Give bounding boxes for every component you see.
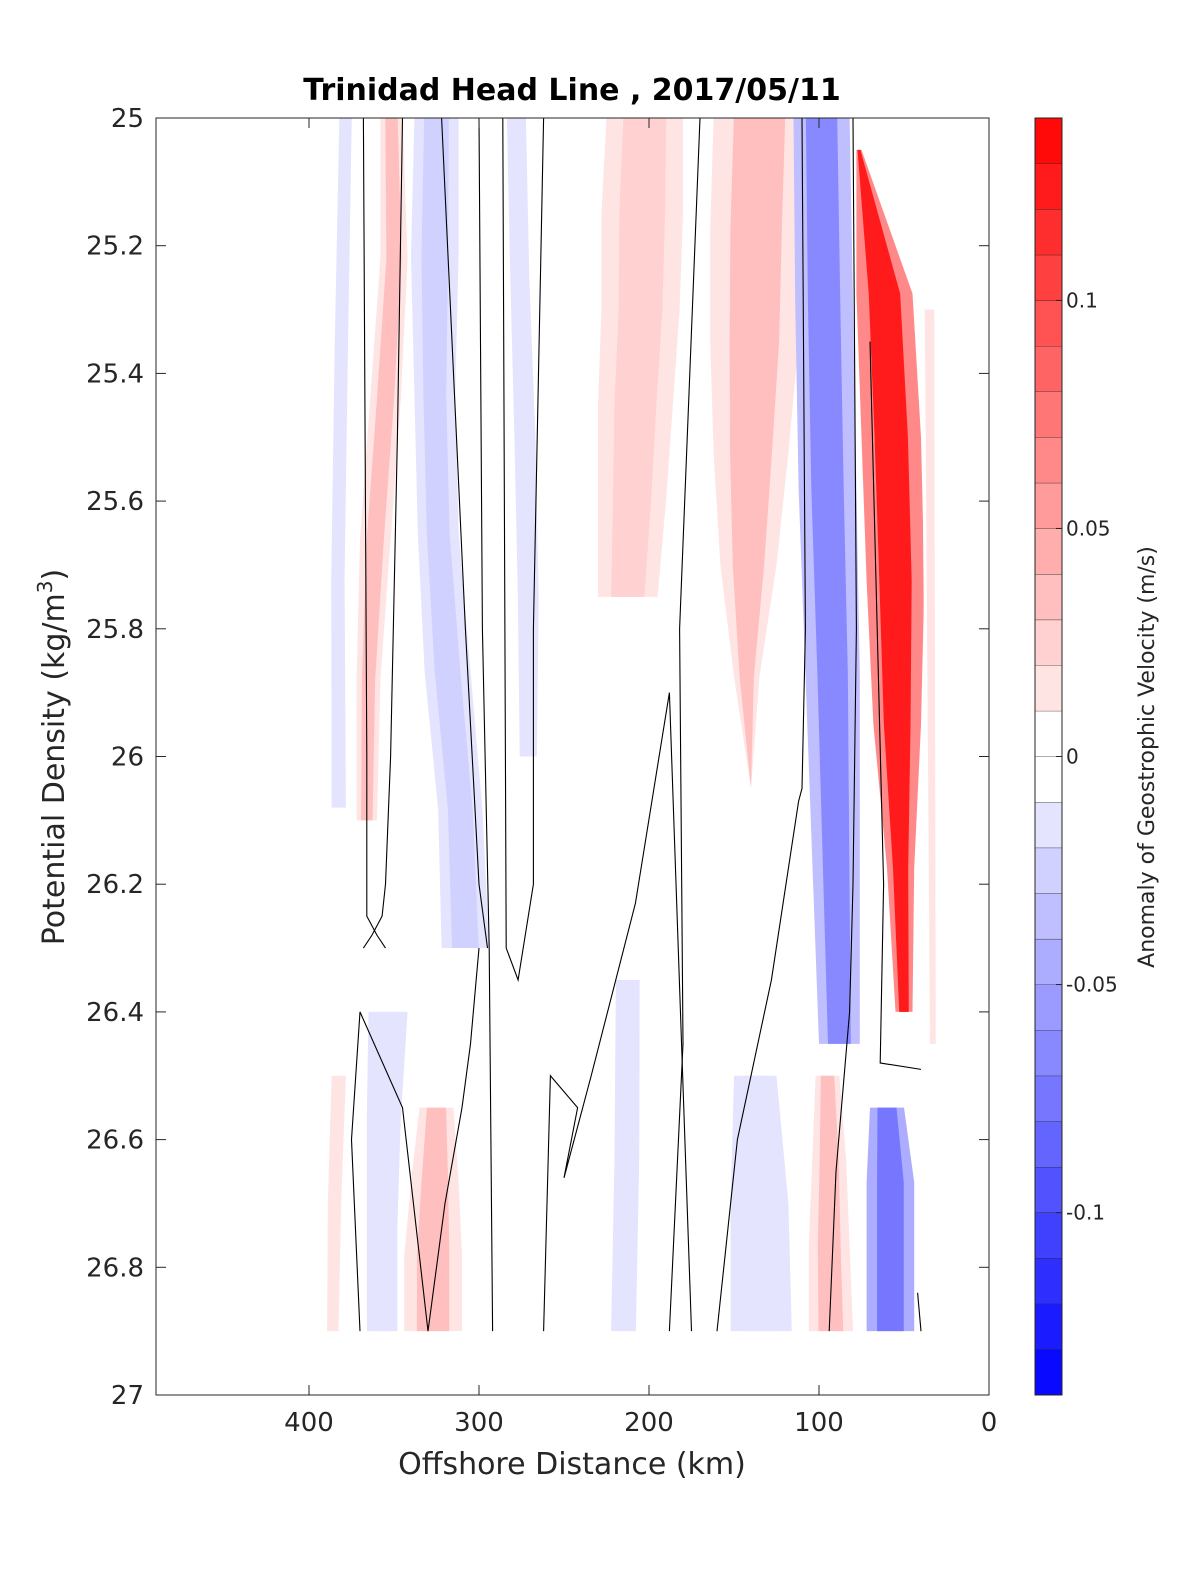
colorbar-level xyxy=(1035,710,1062,757)
colorbar-level xyxy=(1035,346,1062,392)
colorbar-level xyxy=(1035,619,1062,666)
plot-area xyxy=(155,117,990,1396)
y-tick-label: 26.2 xyxy=(86,870,144,900)
colorbar-level xyxy=(1035,209,1062,255)
colorbar-level xyxy=(1035,847,1062,894)
x-tick-label: 100 xyxy=(794,1408,844,1438)
x-tick-label: 300 xyxy=(454,1408,504,1438)
colorbar-level xyxy=(1035,1303,1062,1350)
y-tick-label: 25.2 xyxy=(86,232,144,262)
colorbar-level xyxy=(1035,300,1062,347)
colorbar-level xyxy=(1035,1212,1062,1259)
colorbar-tick-label: 0 xyxy=(1066,745,1079,769)
velocity-band xyxy=(924,309,936,1044)
colorbar-level xyxy=(1035,665,1062,711)
colorbar-level xyxy=(1035,437,1062,483)
zero-contour-line xyxy=(917,1292,922,1332)
velocity-band xyxy=(805,118,851,1044)
zero-contour-line xyxy=(828,118,857,1332)
zero-contour-line xyxy=(716,118,806,1332)
colorbar-tick-label: -0.05 xyxy=(1066,973,1118,997)
velocity-band xyxy=(611,979,640,1332)
y-tick-label: 25.4 xyxy=(86,359,144,389)
velocity-band xyxy=(361,118,402,821)
velocity-band xyxy=(743,1075,779,1332)
zero-contour-line xyxy=(543,692,693,1332)
colorbar-level xyxy=(1035,118,1062,164)
y-axis-label-close: ) xyxy=(37,569,72,581)
x-axis: 400 300 200 100 0 xyxy=(284,118,997,1438)
velocity-band xyxy=(331,118,352,808)
colorbar-level xyxy=(1035,1030,1062,1076)
colorbar-level xyxy=(1035,756,1062,803)
y-tick-label: 25 xyxy=(111,104,144,134)
velocity-band xyxy=(327,1075,346,1332)
colorbar-level xyxy=(1035,574,1062,620)
x-tick-label: 400 xyxy=(284,1408,334,1438)
colorbar-level xyxy=(1035,1166,1062,1213)
velocity-band xyxy=(416,1107,450,1332)
x-axis-label: Offshore Distance (km) xyxy=(398,1447,746,1482)
colorbar-level xyxy=(1035,1075,1062,1122)
y-tick-label: 26.8 xyxy=(86,1253,144,1283)
colorbar-level xyxy=(1035,1258,1062,1304)
y-tick-label: 26.6 xyxy=(86,1126,144,1156)
velocity-band xyxy=(506,118,539,757)
y-axis-label-superscript: 3 xyxy=(33,580,57,593)
colorbar: 0.1 0.05 0 -0.05 -0.1 xyxy=(1034,117,1118,1396)
velocity-field xyxy=(322,118,938,1332)
y-axis-label-main: Potential Density (kg/m xyxy=(37,593,72,945)
velocity-band xyxy=(611,118,667,597)
colorbar-tick-label: 0.05 xyxy=(1066,516,1111,540)
colorbar-level xyxy=(1035,984,1062,1031)
zero-contour-line xyxy=(869,341,922,1070)
y-tick-label: 25.6 xyxy=(86,487,144,517)
zero-contour-line xyxy=(668,118,701,1332)
x-tick-label: 0 xyxy=(981,1408,998,1438)
colorbar-level xyxy=(1035,254,1062,301)
zero-contour-line xyxy=(502,118,545,983)
y-axis: 25 25.2 25.4 25.6 25.8 26 26.2 26.4 26.6 26.8 27 xyxy=(86,104,989,1411)
y-axis-label: Potential Density (kg/m3) xyxy=(33,569,72,945)
colorbar-level xyxy=(1035,528,1062,575)
colorbar-label: Anomaly of Geostrophic Velocity (m/s) xyxy=(1135,546,1160,968)
colorbar-level xyxy=(1035,938,1062,985)
velocity-band xyxy=(857,149,912,1012)
y-tick-label: 27 xyxy=(111,1381,144,1411)
colorbar-level xyxy=(1035,482,1062,529)
zero-contour-line xyxy=(441,118,489,949)
velocity-band xyxy=(421,118,479,949)
y-tick-label: 25.8 xyxy=(86,615,144,645)
velocity-band xyxy=(373,1011,399,1332)
x-tick-label: 200 xyxy=(624,1408,674,1438)
zero-contours xyxy=(350,118,922,1332)
velocity-band xyxy=(729,118,786,789)
zero-contour-line xyxy=(350,948,480,1332)
colorbar-level xyxy=(1035,163,1062,210)
colorbar-level xyxy=(1035,893,1062,939)
colorbar-level xyxy=(1035,391,1062,438)
chart-title: Trinidad Head Line , 2017/05/11 xyxy=(303,73,840,108)
colorbar-level xyxy=(1035,802,1062,848)
zero-contour-line xyxy=(362,118,386,949)
y-tick-label: 26 xyxy=(111,743,144,773)
colorbar-tick-label: 0.1 xyxy=(1066,288,1098,312)
zero-contour-line xyxy=(478,118,494,1332)
zero-contour-line xyxy=(362,118,404,949)
colorbar-level xyxy=(1035,1349,1062,1395)
velocity-band xyxy=(877,1107,904,1332)
velocity-band xyxy=(817,1075,844,1332)
colorbar-tick-label: -0.1 xyxy=(1066,1201,1105,1225)
y-tick-label: 26.4 xyxy=(86,998,144,1028)
colorbar-level xyxy=(1035,1121,1062,1167)
